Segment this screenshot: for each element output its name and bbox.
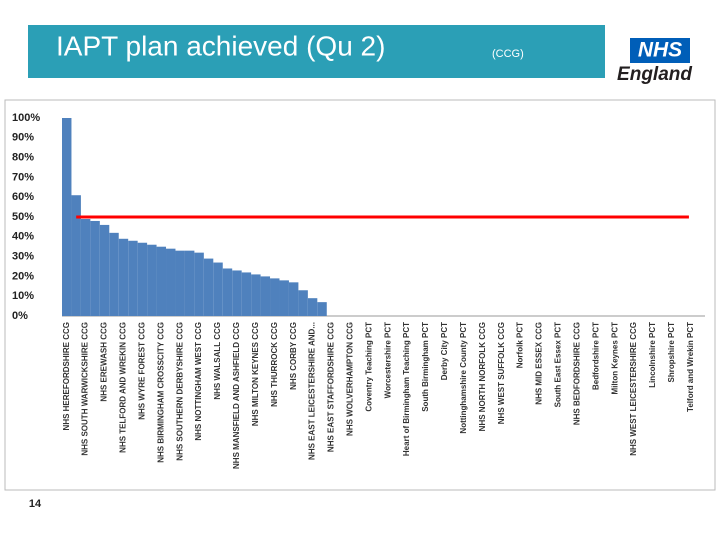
chart-frame [4,99,716,491]
x-tick-label: Heart of Birmingham Teaching PCT [402,322,411,456]
y-tick-label: 50% [12,211,34,223]
bar [184,250,195,316]
x-tick-label: Milton Keynes PCT [610,322,619,395]
logo-box [630,38,690,63]
x-tick-label: Bedfordshire PCT [591,322,600,390]
x-tick-label: NHS CORBY CCG [289,322,298,390]
x-tick-label: NHS BEDFORDSHIRE CCG [572,322,581,425]
bar [307,298,318,316]
slide-subtitle: (CCG) [492,48,524,60]
bar [232,270,242,316]
x-tick-label: NHS WOLVERHAMPTON CCG [346,322,355,436]
bar [175,250,185,316]
x-tick-label: NHS EAST LEICESTERSHIRE AND... [308,322,317,460]
y-tick-label: 100% [12,112,40,124]
bar [80,218,91,316]
bar [203,258,214,316]
x-tick-label: South Birmingham PCT [421,322,430,412]
x-tick-label: Nottinghamshire County PCT [459,322,468,434]
logo-england: England [617,64,692,85]
bar [118,238,129,316]
x-tick-label: Coventry Teaching PCT [364,322,373,412]
bar [213,262,223,316]
bar [270,278,280,316]
x-tick-label: NHS SOUTH WARWICKSHIRE CCG [81,322,90,456]
x-tick-label: NHS THURROCK CCG [270,322,279,407]
y-tick-label: 80% [12,152,34,164]
logo-nhs: NHS [638,39,682,62]
slide-title: IAPT plan achieved (Qu 2) [56,30,385,61]
bar [222,268,233,316]
bar [147,244,157,316]
x-tick-label: South East Essex PCT [554,322,563,407]
x-tick-label: Lincolnshire PCT [648,322,657,388]
title-banner [28,25,605,78]
bar [298,290,308,316]
y-tick-label: 70% [12,171,34,183]
bar [288,282,299,316]
bar [109,232,119,316]
x-tick-label: NHS MILTON KEYNES CCG [251,322,260,426]
x-tick-label: NHS HEREFORDSHIRE CCG [62,322,71,430]
y-tick-label: 20% [12,270,34,282]
y-tick-label: 0% [12,310,28,322]
bar [156,246,167,316]
bar [166,248,176,316]
page-number: 14 [29,498,42,510]
bar [279,280,289,316]
bar [90,220,100,316]
bar [128,240,138,316]
x-tick-label: NHS WYRE FOREST CCG [137,322,146,420]
x-tick-label: NHS WEST LEICESTERSHIRE CCG [629,322,638,456]
y-tick-label: 60% [12,191,34,203]
y-tick-label: 10% [12,290,34,302]
bar [260,276,271,316]
y-tick-label: 90% [12,132,34,144]
x-tick-label: NHS MID ESSEX CCG [535,322,544,405]
bar [71,195,81,316]
x-tick-label: NHS NOTTINGHAM WEST CCG [194,322,203,441]
bar [137,242,148,316]
x-tick-label: Worcestershire PCT [383,322,392,398]
x-tick-label: NHS TELFORD AND WREKIN CCG [119,322,128,453]
x-tick-label: Telford and Wrekin PCT [686,322,695,412]
bar [62,118,72,316]
y-tick-label: 40% [12,231,34,243]
bar [317,302,327,316]
x-tick-label: NHS BIRMINGHAM CROSSCITY CCG [156,322,165,463]
bar [251,274,261,316]
bar [241,272,252,316]
x-tick-label: Norfolk PCT [516,322,525,368]
x-tick-label: NHS SOUTHERN DERBYSHIRE CCG [175,322,184,461]
bar [194,252,204,316]
x-tick-label: NHS EREWASH CCG [100,322,109,402]
y-tick-label: 30% [12,251,34,263]
x-tick-label: NHS EAST STAFFORDSHIRE CCG [327,322,336,452]
bar [99,224,110,316]
x-tick-label: NHS WALSALL CCG [213,322,222,400]
x-tick-label: Shropshire PCT [667,322,676,383]
x-tick-label: NHS NORTH NORFOLK CCG [478,322,487,431]
x-tick-label: NHS WEST SUFFOLK CCG [497,322,506,424]
x-tick-label: NHS MANSFIELD AND ASHFIELD CCG [232,322,241,469]
x-tick-label: Derby City PCT [440,322,449,380]
